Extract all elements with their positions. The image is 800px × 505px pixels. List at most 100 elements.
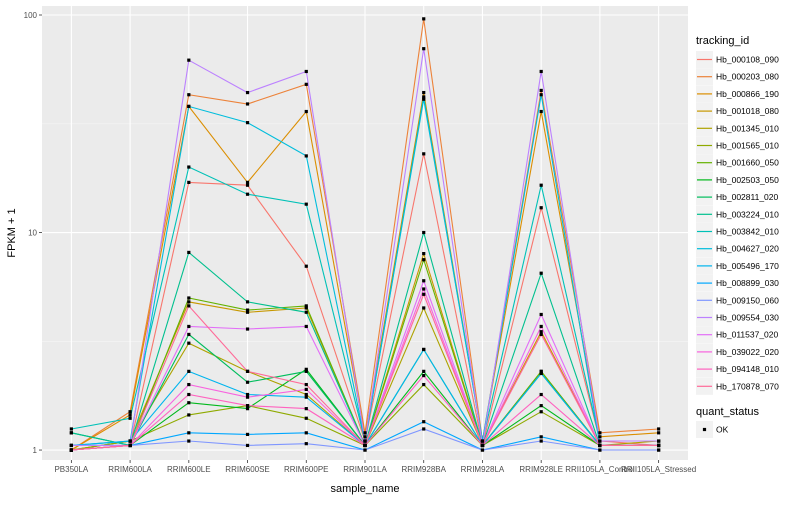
data-point — [539, 330, 543, 334]
data-point — [187, 382, 191, 387]
x-tick-label: RRIM600PE — [284, 465, 328, 474]
x-tick-label: PB350LA — [54, 465, 88, 474]
data-point — [422, 90, 426, 95]
data-point — [187, 165, 191, 169]
data-point — [304, 369, 308, 373]
data-point — [69, 443, 73, 448]
legend-label: Hb_003842_010 — [716, 227, 779, 237]
data-point — [245, 192, 250, 196]
y-axis: 1 10 100 — [24, 11, 42, 455]
data-point — [657, 439, 661, 443]
data-point — [422, 347, 426, 352]
legend-label: Hb_170878_070 — [716, 381, 779, 391]
data-point — [657, 427, 661, 431]
data-point — [304, 109, 308, 114]
legend-label: Hb_003224_010 — [716, 209, 779, 219]
data-point — [539, 69, 543, 74]
data-point — [187, 413, 191, 417]
data-point — [187, 332, 191, 337]
data-point — [422, 369, 426, 373]
data-point — [539, 109, 543, 114]
data-point — [422, 17, 426, 21]
data-point — [363, 439, 367, 443]
x-tick-label: RRIM928LA — [461, 465, 505, 474]
data-point — [187, 180, 191, 184]
series-points — [69, 17, 661, 452]
data-point — [304, 431, 308, 435]
data-point — [245, 404, 250, 408]
data-point — [422, 292, 426, 296]
data-point — [539, 183, 543, 187]
data-point — [480, 443, 485, 448]
data-point — [539, 410, 543, 414]
data-point — [363, 435, 367, 439]
x-tick-label: RRII105LA_Control — [565, 465, 635, 474]
shape-legend-title: quant_status — [696, 406, 759, 418]
data-point — [598, 443, 602, 448]
data-point — [304, 416, 308, 420]
data-point — [422, 427, 426, 431]
y-tick-label: 100 — [24, 11, 38, 20]
legend-label: Hb_004627_020 — [716, 244, 779, 254]
data-point — [480, 448, 485, 452]
data-point — [304, 304, 308, 308]
data-point — [128, 439, 132, 443]
x-tick-label: RRIM600LE — [167, 465, 211, 474]
legend-label: Hb_001660_050 — [716, 158, 779, 168]
x-axis-title: sample_name — [330, 483, 399, 495]
data-point — [422, 252, 426, 256]
x-axis: PB350LA RRIM600LA RRIM600LE RRIM600SE RRIM60… — [54, 460, 696, 474]
data-point — [245, 310, 250, 314]
legend-label: Hb_000203_080 — [716, 72, 779, 82]
shape-legend-label: OK — [716, 425, 729, 435]
legend-label: Hb_009554_030 — [716, 313, 779, 323]
data-point — [422, 373, 426, 378]
data-point — [245, 90, 250, 95]
data-point — [245, 121, 250, 125]
data-point — [539, 439, 543, 443]
data-point — [657, 448, 661, 452]
data-point — [539, 435, 543, 439]
data-point — [187, 369, 191, 373]
data-point — [422, 152, 426, 156]
data-point — [128, 413, 132, 417]
data-point — [304, 82, 308, 86]
legend-label: Hb_001565_010 — [716, 141, 779, 151]
data-point — [245, 407, 250, 411]
data-point — [304, 442, 308, 446]
data-point — [245, 308, 250, 312]
x-tick-label: RRIM928BA — [401, 465, 446, 474]
legend: tracking_id Hb_000108_090 Hb_000203_080 Hb… — [696, 35, 779, 395]
x-tick-label: RRII105LA_Stressed — [621, 465, 696, 474]
data-point — [304, 387, 308, 392]
data-point — [304, 382, 308, 387]
data-point — [245, 300, 250, 304]
x-tick-label: RRIM600SE — [225, 465, 269, 474]
data-point — [657, 431, 661, 435]
data-point — [69, 448, 73, 452]
data-point — [598, 435, 602, 439]
x-tick-label: RRIM928LE — [519, 465, 563, 474]
data-point — [363, 448, 367, 452]
legend-label: Hb_000108_090 — [716, 55, 779, 65]
legend-label: Hb_005496_170 — [716, 261, 779, 271]
data-point — [304, 367, 308, 371]
legend-label: Hb_002811_020 — [716, 192, 779, 202]
data-point — [187, 324, 191, 329]
data-point — [304, 310, 308, 314]
data-point — [187, 296, 191, 300]
data-point — [363, 443, 367, 448]
x-tick-label: RRIM600LA — [108, 465, 152, 474]
data-point — [245, 392, 250, 397]
data-point — [422, 97, 426, 101]
data-point — [539, 88, 543, 93]
legend-title: tracking_id — [696, 35, 749, 47]
data-point — [245, 395, 250, 399]
data-point — [304, 407, 308, 411]
data-point — [422, 95, 426, 99]
data-point — [539, 371, 543, 376]
shape-legend-swatch — [702, 427, 707, 432]
data-point — [245, 380, 250, 384]
data-point — [245, 432, 250, 437]
